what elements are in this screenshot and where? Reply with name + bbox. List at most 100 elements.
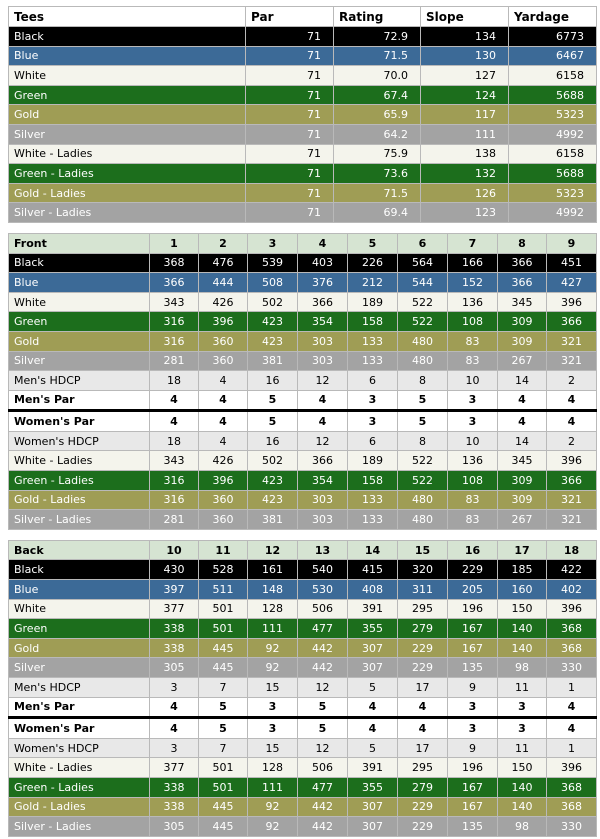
section-gap [8, 530, 600, 540]
tee-par: 71 [245, 45, 334, 67]
tee-rating: 69.4 [333, 202, 421, 223]
hole-value: 15 [247, 737, 298, 759]
row-label: Green - Ladies [8, 470, 150, 491]
hole-value: 8 [397, 430, 448, 452]
tee-slope: 134 [420, 26, 509, 47]
hole-value: 5 [347, 737, 398, 759]
tee-summary-row: Silver - Ladies 71 69.4 123 4992 [8, 202, 597, 223]
hole-value: 426 [198, 450, 248, 472]
hole-value: 442 [297, 657, 348, 678]
hole-value: 196 [447, 757, 498, 778]
row-label: Women's HDCP [8, 737, 150, 759]
hole-value: 330 [546, 657, 597, 678]
tee-par: 71 [245, 65, 334, 86]
hole-value: 140 [497, 796, 547, 818]
tee-yardage: 6467 [508, 45, 597, 67]
hole-value: 368 [546, 776, 597, 798]
hole-value: 303 [297, 489, 348, 511]
tee-name: Silver [8, 123, 246, 145]
row-label: Gold [8, 330, 150, 352]
hole-value: 295 [397, 598, 448, 620]
front-row-mens-par: Men's Par 4 4 5 4 3 5 3 4 4 [8, 389, 597, 412]
tee-slope: 117 [420, 104, 509, 125]
hole-value: 320 [397, 559, 448, 581]
section-gap [8, 223, 600, 233]
row-label: Green - Ladies [8, 776, 150, 798]
front-row-hdcp: Women's HDCP 18 4 16 12 6 8 10 14 2 [8, 430, 597, 452]
hole-number: 15 [397, 539, 448, 561]
hole-value: 3 [149, 677, 199, 698]
hole-value: 4 [497, 389, 547, 412]
hole-value: 152 [447, 272, 498, 293]
hole-value: 267 [497, 350, 547, 372]
hole-value: 140 [497, 776, 547, 798]
hole-value: 281 [149, 509, 199, 530]
hole-number: 9 [546, 232, 597, 254]
row-label: Blue [8, 579, 150, 600]
row-label: Women's HDCP [8, 430, 150, 452]
hole-number: 8 [497, 232, 547, 254]
hole-value: 133 [347, 489, 398, 511]
hole-value: 4 [546, 409, 597, 432]
front-row-tee: White - Ladies 343 426 502 366 189 522 136 345 39… [8, 450, 597, 472]
hole-value: 506 [297, 598, 348, 620]
tee-slope: 138 [420, 143, 509, 165]
back-nine-table: Back 10 11 12 13 14 15 16 17 18 Black 430 528 161 540 4… [8, 539, 597, 837]
back-row-tee: Silver 305 445 92 442 307 229 135 98 330 [8, 657, 597, 678]
row-label: Women's Par [8, 409, 150, 432]
hole-value: 343 [149, 450, 199, 472]
hole-value: 1 [546, 677, 597, 698]
hole-value: 423 [247, 489, 298, 511]
hole-value: 415 [347, 559, 398, 581]
front-row-tee: Silver - Ladies 281 360 381 303 133 480 83 267 32… [8, 509, 597, 530]
hole-value: 366 [497, 272, 547, 293]
tee-summary-row: Green 71 67.4 124 5688 [8, 84, 597, 106]
header-par: Par [245, 6, 334, 27]
front-row-tee: Blue 366 444 508 376 212 544 152 366 427 [8, 272, 597, 293]
front-row-hdcp: Men's HDCP 18 4 16 12 6 8 10 14 2 [8, 370, 597, 391]
tee-summary-row: White 71 70.0 127 6158 [8, 65, 597, 86]
hole-value: 564 [397, 252, 448, 274]
tee-par: 71 [245, 84, 334, 106]
hole-value: 426 [198, 291, 248, 313]
hole-number: 3 [247, 232, 298, 254]
hole-value: 321 [546, 350, 597, 372]
hole-number: 6 [397, 232, 448, 254]
hole-value: 427 [546, 272, 597, 293]
hole-value: 396 [546, 598, 597, 620]
hole-value: 4 [149, 389, 199, 412]
hole-value: 12 [297, 430, 348, 452]
hole-value: 3 [497, 716, 547, 739]
hole-value: 4 [347, 696, 398, 719]
hole-value: 307 [347, 796, 398, 818]
hole-value: 396 [198, 470, 248, 491]
back-row-tee: Green 338 501 111 477 355 279 167 140 368 [8, 618, 597, 639]
tee-summary-body: Tees Par Rating Slope Yardage Black 71 72.… [8, 6, 597, 223]
hole-value: 309 [497, 330, 547, 352]
hole-value: 311 [397, 579, 448, 600]
hole-value: 368 [546, 618, 597, 639]
tee-name: White [8, 65, 246, 86]
front-row-tee: Green 316 396 423 354 158 522 108 309 366 [8, 311, 597, 332]
tee-summary-row: Black 71 72.9 134 6773 [8, 26, 597, 47]
hole-value: 18 [149, 370, 199, 391]
hole-value: 83 [447, 330, 498, 352]
hole-value: 522 [397, 311, 448, 332]
section-label: Front [8, 232, 150, 254]
tee-rating: 64.2 [333, 123, 421, 145]
hole-number: 14 [347, 539, 398, 561]
hole-value: 4 [198, 370, 248, 391]
hole-value: 360 [198, 350, 248, 372]
header-rating: Rating [333, 6, 421, 27]
hole-value: 530 [297, 579, 348, 600]
row-label: Black [8, 559, 150, 581]
hole-value: 133 [347, 330, 398, 352]
row-label: Silver - Ladies [8, 816, 150, 837]
hole-value: 136 [447, 291, 498, 313]
hole-value: 403 [297, 252, 348, 274]
hole-value: 368 [546, 637, 597, 659]
hole-value: 5 [397, 409, 448, 432]
hole-value: 133 [347, 509, 398, 530]
hole-value: 5 [347, 677, 398, 698]
hole-value: 396 [546, 450, 597, 472]
